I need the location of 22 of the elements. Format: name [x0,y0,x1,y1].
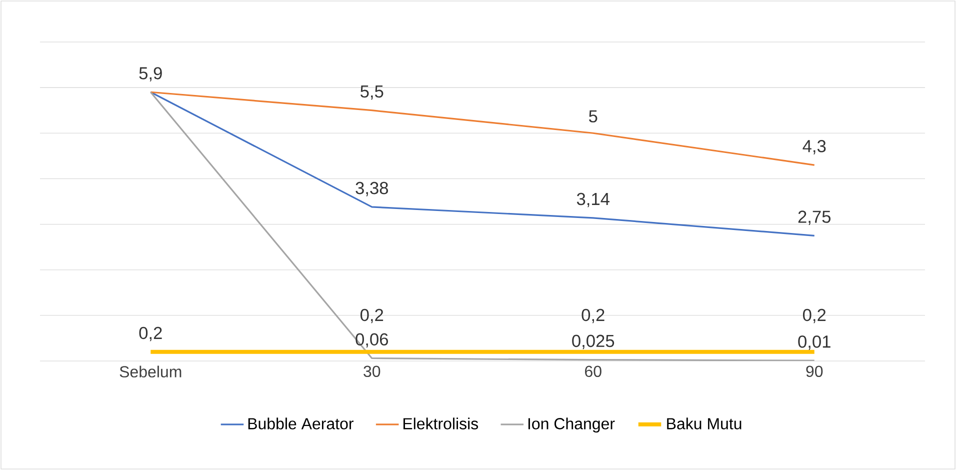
data-label: 0,06 [356,333,388,348]
legend-label: Bubble Aerator [248,418,354,430]
data-label: 0,2 [582,308,604,324]
data-label: 0,2 [139,326,162,342]
legend-label: Baku Mutu [667,418,742,430]
data-label: 0,025 [572,334,614,350]
x-tick-label: 60 [585,366,602,378]
x-tick-label: Sebelum [120,366,182,378]
legend-label: Ion Changer [528,418,615,433]
data-label: 5,5 [360,86,384,100]
data-label: 2,75 [798,210,831,225]
x-tick-label: 30 [364,366,380,378]
data-label: 4,3 [802,140,826,154]
legend-label: Elektrolisis [403,418,478,430]
data-label: 0,2 [802,308,826,324]
data-label: 3,14 [576,192,610,208]
data-label: 3,38 [356,182,388,196]
data-label: 0,01 [798,335,830,350]
data-label: 5,9 [139,67,162,82]
data-label: 5 [588,110,598,122]
x-tick-label: 90 [806,366,823,378]
data-label: 0,2 [360,308,384,324]
